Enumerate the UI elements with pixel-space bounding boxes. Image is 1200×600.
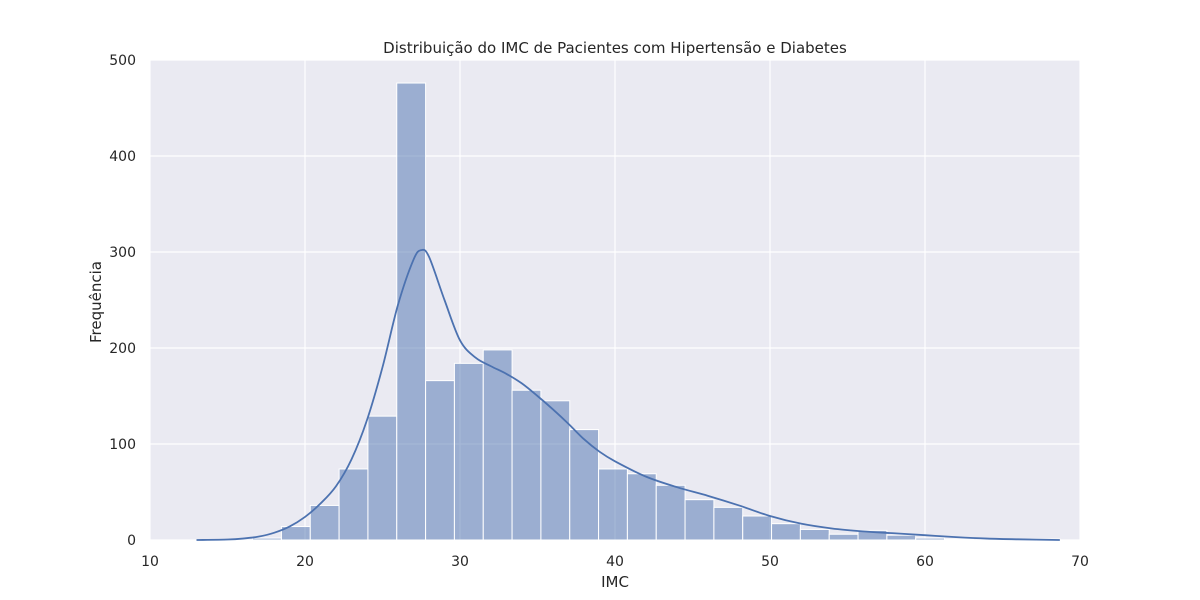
histogram-bar: [598, 468, 628, 541]
histogram-bar: [771, 523, 801, 541]
histogram-bar: [915, 537, 946, 541]
histogram-bar: [799, 528, 830, 541]
chart-title: Distribuição do IMC de Pacientes com Hip…: [383, 39, 847, 57]
histogram-bar: [569, 429, 600, 541]
x-tick-label: 20: [296, 554, 314, 570]
x-tick-label: 30: [451, 554, 469, 570]
x-tick-label: 70: [1071, 554, 1089, 570]
histogram-bar: [453, 362, 484, 541]
x-tick-label: 40: [606, 554, 624, 570]
y-tick-label: 300: [109, 245, 136, 261]
histogram-bar: [338, 468, 369, 541]
x-tick-label: 10: [141, 554, 159, 570]
histogram-bar: [626, 473, 657, 541]
histogram-bars: [252, 82, 1061, 541]
y-tick-label: 500: [109, 53, 136, 69]
y-axis-label: Frequência: [87, 261, 105, 343]
kde-curve: [196, 248, 1060, 541]
y-tick-label: 100: [109, 437, 136, 453]
histogram-bar: [828, 533, 859, 541]
histogram-bar: [944, 538, 974, 541]
histogram-bar: [742, 515, 773, 541]
x-axis-label: IMC: [601, 573, 629, 591]
x-tick-label: 50: [761, 554, 779, 570]
histogram-bar: [684, 499, 715, 541]
histogram-bar: [252, 537, 282, 541]
histogram-bar: [713, 506, 744, 541]
histogram-bar: [396, 82, 427, 541]
histogram-bar: [886, 534, 917, 541]
y-tick-label: 400: [109, 149, 136, 165]
histogram-bar: [482, 349, 513, 541]
histogram-bar: [511, 389, 542, 541]
y-tick-label: 0: [127, 533, 136, 549]
y-tick-label: 200: [109, 341, 136, 357]
y-tick-labels: 0 100 200 300 400 500: [109, 53, 136, 549]
histogram-bar: [309, 504, 340, 541]
histogram-bar: [367, 415, 398, 541]
histogram-bar: [655, 484, 686, 541]
x-tick-labels: 10 20 30 40 50 60 70: [141, 554, 1089, 570]
x-tick-label: 60: [916, 554, 934, 570]
histogram-bar: [540, 400, 571, 541]
histogram-bar: [425, 380, 455, 541]
